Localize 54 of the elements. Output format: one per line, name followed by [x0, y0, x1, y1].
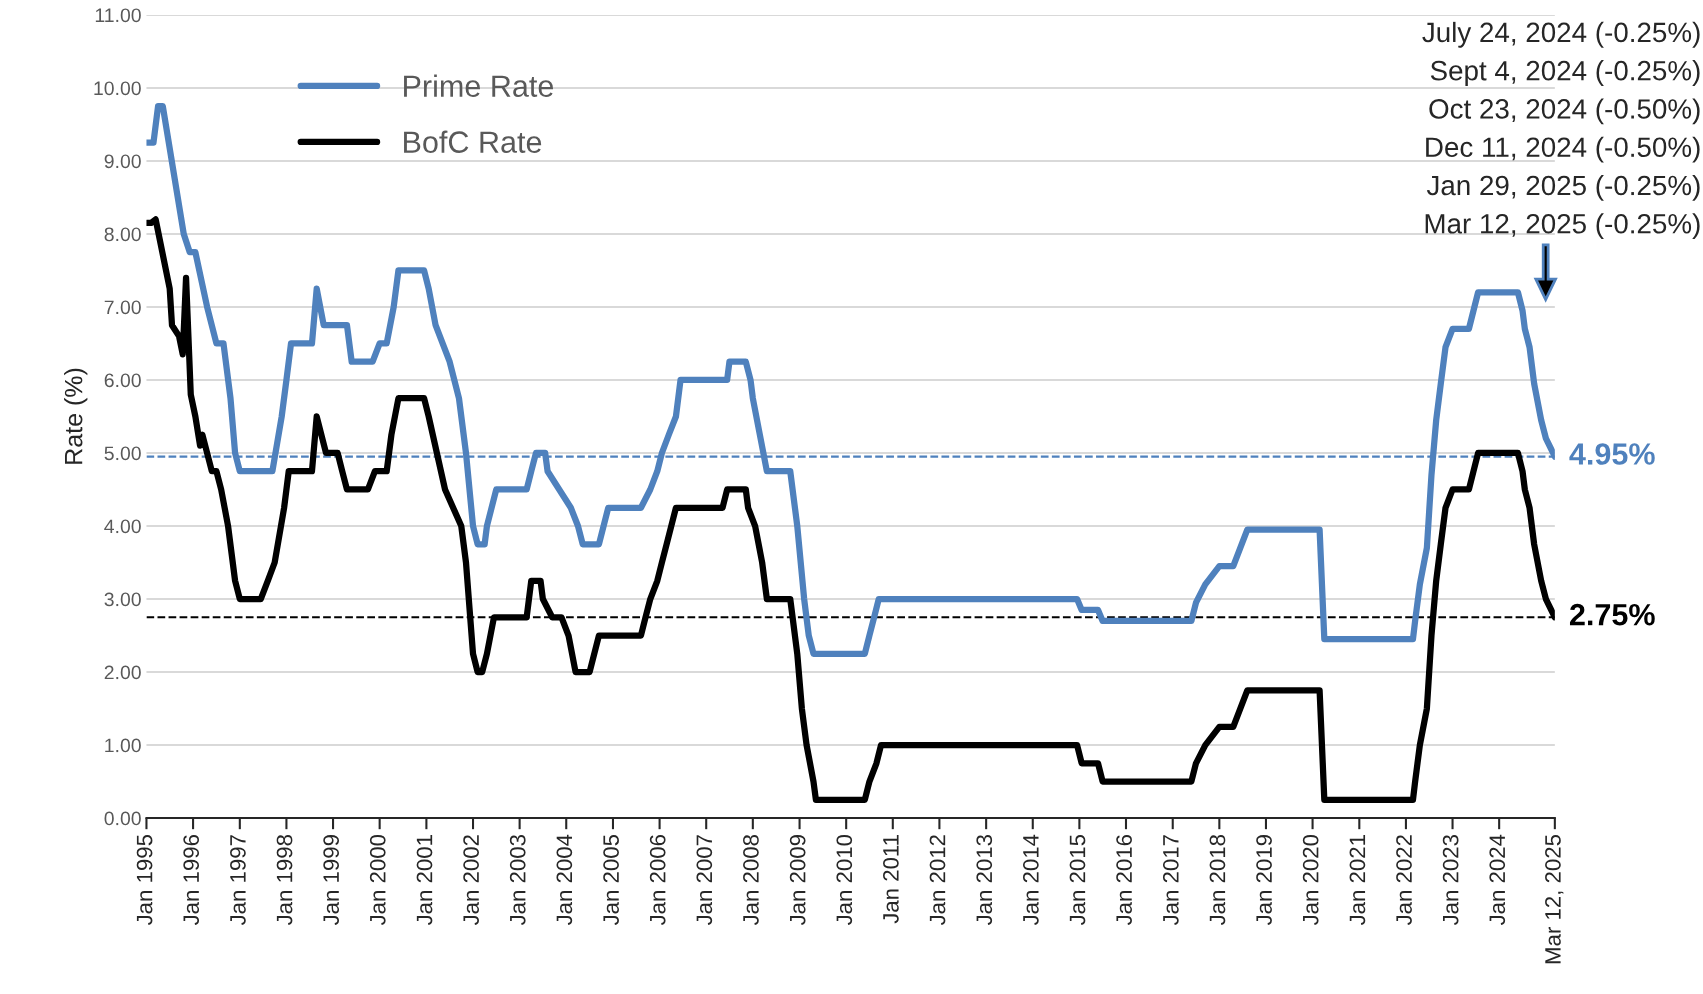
legend-label: BofC Rate [404, 130, 542, 153]
y-axis-title: Rate (%) [64, 368, 88, 464]
y-tick-label: 9.00 [104, 154, 141, 169]
x-tick-label: Jan 2002 [463, 835, 479, 926]
x-tick-label: Jan 2008 [743, 834, 759, 926]
x-tick-label: Jan 1995 [136, 834, 153, 926]
y-tick-label: 3.00 [104, 592, 141, 607]
x-tick-label: Jan 2000 [369, 834, 386, 926]
y-tick-label: 5.00 [104, 446, 141, 461]
x-tick-label: Jan 2017 [1162, 835, 1179, 926]
x-tick-label: Mar 12, 2025 [1545, 834, 1564, 964]
annotation: Jan 29, 2025 (-0.25%) [1426, 174, 1700, 201]
x-tick-label: Jan 2021 [1349, 835, 1366, 926]
y-tick-label: 4.00 [104, 519, 141, 534]
x-tick-label: Jan 2003 [509, 835, 526, 926]
ref-line-label: 4.95% [1569, 443, 1655, 465]
x-tick-label: Jan 2013 [976, 835, 993, 926]
x-tick-label: Jan 2006 [649, 835, 666, 926]
y-tick-label: 11.00 [95, 8, 141, 23]
x-tick-label: Jan 1998 [276, 834, 293, 926]
x-tick-label: Jan 1997 [230, 835, 246, 926]
annotation: Oct 23, 2024 (-0.50%) [1429, 98, 1700, 125]
x-tick-label: Jan 2015 [1069, 834, 1086, 926]
y-tick-label: 6.00 [104, 373, 141, 388]
x-tick-label: Jan 2022 [1396, 835, 1412, 926]
x-tick-label: Jan 2016 [1116, 835, 1132, 926]
x-tick-label: Jan 2019 [1256, 835, 1272, 926]
y-tick-label: 10.00 [94, 81, 141, 96]
x-tick-label: Jan 2011 [883, 835, 899, 924]
x-tick-label: Jan 2005 [603, 834, 619, 926]
x-tick-label: Jan 2009 [789, 835, 806, 926]
y-tick-label: 0.00 [104, 811, 141, 826]
x-tick-label: Jan 2018 [1209, 834, 1226, 926]
x-tick-label: Jan 1996 [183, 835, 200, 926]
x-tick-label: Jan 2004 [556, 834, 573, 926]
y-tick-label: 7.00 [104, 300, 141, 315]
x-tick-label: Jan 2023 [1442, 835, 1459, 926]
x-tick-label: Jan 2024 [1489, 834, 1506, 926]
legend-label: Prime Rate [404, 74, 554, 97]
x-tick-label: Jan 2007 [696, 835, 713, 926]
annotation: Sept 4, 2024 (-0.25%) [1430, 60, 1700, 87]
x-tick-label: Jan 2020 [1302, 834, 1319, 926]
x-tick-label: Jan 2010 [836, 834, 853, 926]
y-tick-label: 8.00 [104, 227, 141, 242]
y-tick-label: 1.00 [105, 738, 141, 753]
x-tick-label: Jan 2014 [1022, 834, 1039, 926]
x-tick-label: Jan 2001 [416, 835, 433, 926]
x-tick-label: Jan 2012 [929, 835, 946, 926]
x-tick-label: Jan 1999 [323, 835, 340, 926]
y-tick-label: 2.00 [104, 665, 141, 680]
ref-line-label: 2.75% [1569, 603, 1655, 626]
annotation: July 24, 2024 (-0.25%) [1422, 21, 1700, 48]
annotation: Dec 11, 2024 (-0.50%) [1426, 136, 1700, 163]
annotation: Mar 12, 2025 (-0.25%) [1425, 213, 1700, 240]
